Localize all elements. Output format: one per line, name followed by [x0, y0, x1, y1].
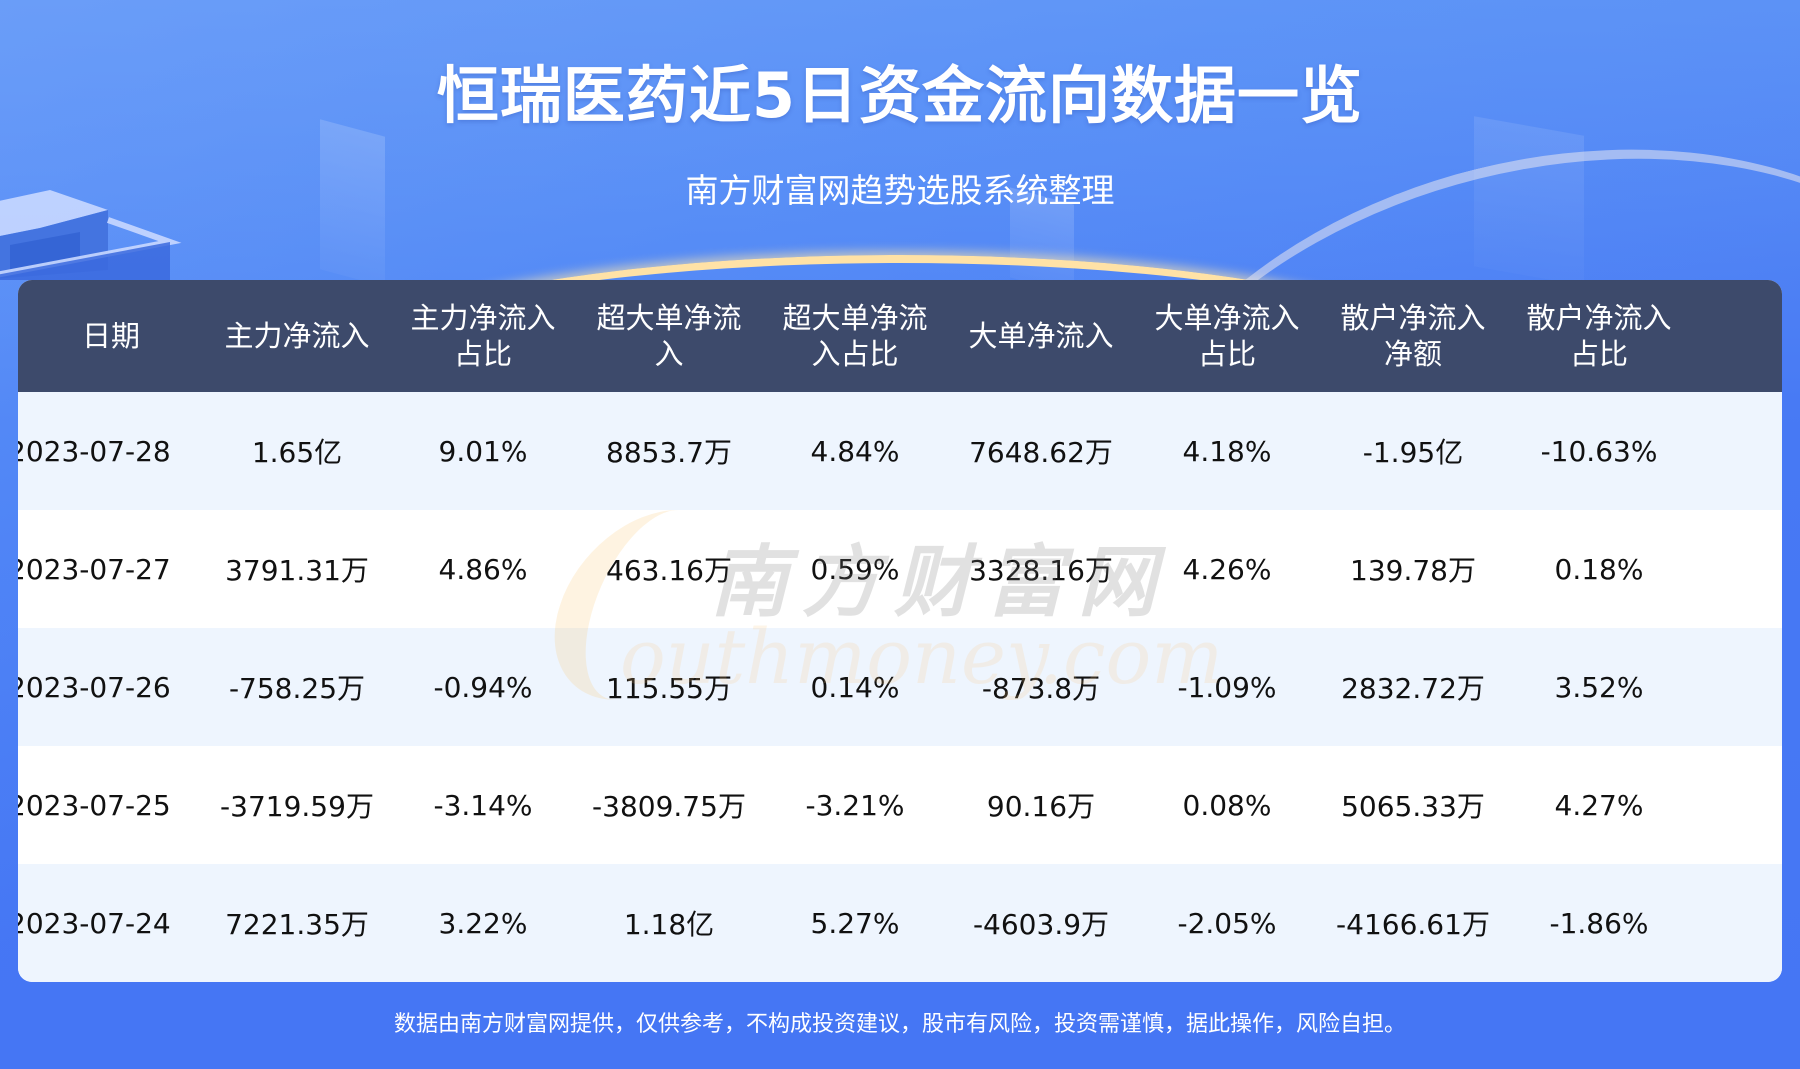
cell-large-net-inflow: 90.16万	[986, 790, 1096, 823]
column-header-main-net-inflow-ratio: 主力净流入 占比	[410, 301, 556, 371]
page-title: 恒瑞医药近5日资金流向数据一览	[436, 59, 1364, 132]
table-row: 2023-07-25 -3719.59万 -3.14% -3809.75万 -3…	[18, 746, 1782, 864]
column-header-large-net-inflow-ratio: 大单净流入 占比	[1154, 301, 1300, 371]
cell-date: 2023-07-25	[18, 788, 171, 822]
building-illustration-icon	[0, 190, 182, 280]
cell-super-large-net-inflow-ratio: 5.27%	[810, 906, 900, 940]
cell-super-large-net-inflow: 463.16万	[606, 554, 732, 587]
page-header: 恒瑞医药近5日资金流向数据一览 南方财富网趋势选股系统整理	[0, 0, 1800, 270]
cell-main-net-inflow-ratio: 9.01%	[438, 434, 528, 468]
cell-main-net-inflow-ratio: 3.22%	[438, 906, 528, 940]
table-row: 2023-07-28 1.65亿 9.01% 8853.7万 4.84% 764…	[18, 392, 1782, 510]
cell-super-large-net-inflow: -3809.75万	[592, 790, 746, 823]
cell-large-net-inflow: -4603.9万	[972, 908, 1110, 941]
cell-main-net-inflow: 7221.35万	[225, 908, 369, 941]
cell-main-net-inflow: -758.25万	[228, 672, 366, 705]
column-header-date: 日期	[81, 319, 140, 353]
column-header-main-net-inflow: 主力净流入	[224, 319, 370, 353]
cell-date: 2023-07-27	[18, 552, 171, 586]
column-header-super-large-net-inflow-ratio: 超大单净流 入占比	[782, 301, 928, 371]
cell-main-net-inflow: 1.65亿	[251, 436, 343, 469]
cell-large-net-inflow-ratio: 0.08%	[1182, 788, 1272, 822]
column-header-retail-net-inflow-ratio: 散户净流入 占比	[1526, 301, 1672, 371]
cell-super-large-net-inflow-ratio: 0.59%	[810, 552, 900, 586]
decor-arc	[300, 255, 1500, 523]
cell-date: 2023-07-28	[18, 434, 171, 468]
cell-large-net-inflow-ratio: -2.05%	[1177, 906, 1277, 940]
cell-large-net-inflow-ratio: -1.09%	[1177, 670, 1277, 704]
table-row: 2023-07-27 3791.31万 4.86% 463.16万 0.59% …	[18, 510, 1782, 628]
cell-main-net-inflow-ratio: -3.14%	[433, 788, 533, 822]
cell-large-net-inflow: 3328.16万	[969, 554, 1113, 587]
cell-main-net-inflow-ratio: -0.94%	[433, 670, 533, 704]
cell-main-net-inflow: -3719.59万	[220, 790, 374, 823]
cell-retail-net-inflow-ratio: -1.86%	[1549, 906, 1649, 940]
cell-large-net-inflow-ratio: 4.26%	[1182, 552, 1272, 586]
table-header-row: 日期 主力净流入 主力净流入 占比 超大单净流 入 超大单净流 入占比 大单净流…	[18, 280, 1782, 392]
cell-retail-net-inflow-ratio: 4.27%	[1554, 788, 1644, 822]
cell-large-net-inflow: 7648.62万	[969, 436, 1113, 469]
cell-main-net-inflow: 3791.31万	[225, 554, 369, 587]
cell-large-net-inflow: -873.8万	[981, 672, 1101, 705]
cell-retail-net-inflow-ratio: -10.63%	[1540, 434, 1658, 468]
cell-retail-net-amount: -1.95亿	[1362, 436, 1464, 469]
page-subtitle: 南方财富网趋势选股系统整理	[685, 171, 1115, 210]
column-header-super-large-net-inflow: 超大单净流 入	[596, 301, 742, 371]
column-header-large-net-inflow: 大单净流入	[968, 319, 1114, 353]
cell-retail-net-amount: 139.78万	[1350, 554, 1476, 587]
table-row: 2023-07-24 7221.35万 3.22% 1.18亿 5.27% -4…	[18, 864, 1782, 982]
cell-retail-net-amount: 5065.33万	[1341, 790, 1485, 823]
fund-flow-table: 日期 主力净流入 主力净流入 占比 超大单净流 入 超大单净流 入占比 大单净流…	[18, 280, 1782, 982]
cell-super-large-net-inflow: 115.55万	[606, 672, 732, 705]
cell-large-net-inflow-ratio: 4.18%	[1182, 434, 1272, 468]
cell-retail-net-inflow-ratio: 3.52%	[1554, 670, 1644, 704]
cell-retail-net-amount: 2832.72万	[1341, 672, 1485, 705]
cell-super-large-net-inflow: 1.18亿	[623, 908, 715, 941]
cell-main-net-inflow-ratio: 4.86%	[438, 552, 528, 586]
cell-retail-net-inflow-ratio: 0.18%	[1554, 552, 1644, 586]
cell-super-large-net-inflow-ratio: 0.14%	[810, 670, 900, 704]
table-row: 2023-07-26 -758.25万 -0.94% 115.55万 0.14%…	[18, 628, 1782, 746]
footer-disclaimer: 数据由南方财富网提供，仅供参考，不构成投资建议，股市有风险，投资需谨慎，据此操作…	[393, 1012, 1406, 1037]
column-header-retail-net-amount: 散户净流入 净额	[1340, 301, 1486, 371]
cell-retail-net-amount: -4166.61万	[1336, 908, 1490, 941]
cell-date: 2023-07-26	[18, 670, 171, 704]
cell-super-large-net-inflow: 8853.7万	[606, 436, 732, 469]
cell-super-large-net-inflow-ratio: -3.21%	[805, 788, 905, 822]
cell-date: 2023-07-24	[18, 906, 171, 940]
cell-super-large-net-inflow-ratio: 4.84%	[810, 434, 900, 468]
